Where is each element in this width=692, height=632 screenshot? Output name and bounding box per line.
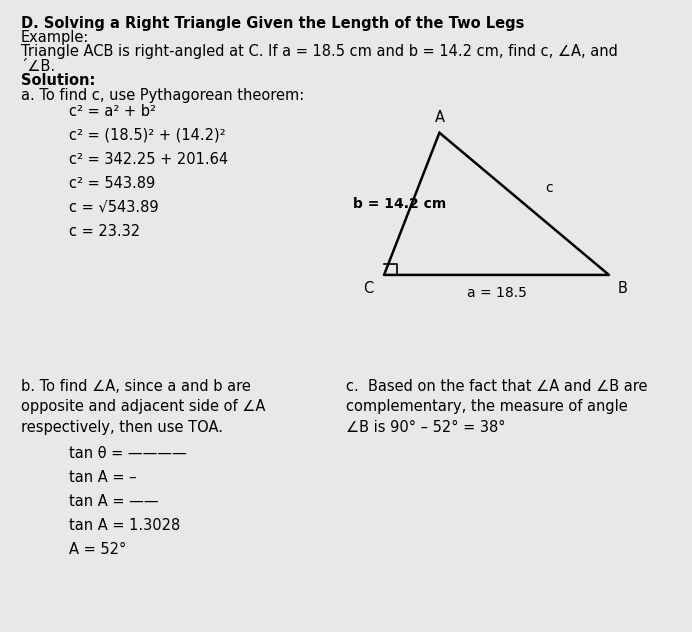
Text: B: B — [617, 281, 627, 296]
Text: a = 18.5: a = 18.5 — [466, 286, 527, 300]
Text: respectively, then use TOA.: respectively, then use TOA. — [21, 420, 223, 435]
Text: c: c — [545, 181, 553, 195]
Text: c.  Based on the fact that ∠A and ∠B are: c. Based on the fact that ∠A and ∠B are — [346, 379, 648, 394]
Text: tan A = 1.3028: tan A = 1.3028 — [69, 518, 181, 533]
Text: A: A — [435, 110, 444, 125]
Text: Example:: Example: — [21, 30, 89, 46]
Text: c = 23.32: c = 23.32 — [69, 224, 140, 239]
Text: b = 14.2 cm: b = 14.2 cm — [353, 197, 446, 211]
Text: complementary, the measure of angle: complementary, the measure of angle — [346, 399, 628, 415]
Text: tan A = –: tan A = – — [69, 470, 137, 485]
Text: c² = (18.5)² + (14.2)²: c² = (18.5)² + (14.2)² — [69, 128, 226, 143]
Text: A = 52°: A = 52° — [69, 542, 127, 557]
Text: c² = a² + b²: c² = a² + b² — [69, 104, 156, 119]
Text: b. To find ∠A, since a and b are: b. To find ∠A, since a and b are — [21, 379, 251, 394]
Text: a. To find c, use Pythagorean theorem:: a. To find c, use Pythagorean theorem: — [21, 88, 304, 103]
Text: c² = 342.25 + 201.64: c² = 342.25 + 201.64 — [69, 152, 228, 167]
Text: Triangle ACB is right-angled at C. If a = 18.5 cm and b = 14.2 cm, find c, ∠A, a: Triangle ACB is right-angled at C. If a … — [21, 44, 618, 59]
Text: Solution:: Solution: — [21, 73, 95, 88]
Text: opposite and adjacent side of ∠A: opposite and adjacent side of ∠A — [21, 399, 265, 415]
Text: c² = 543.89: c² = 543.89 — [69, 176, 156, 191]
Text: ∠B is 90° – 52° = 38°: ∠B is 90° – 52° = 38° — [346, 420, 505, 435]
Text: C: C — [363, 281, 374, 296]
Text: tan θ = ————: tan θ = ———— — [69, 446, 187, 461]
Text: D. Solving a Right Triangle Given the Length of the Two Legs: D. Solving a Right Triangle Given the Le… — [21, 16, 524, 31]
Text: tan A = ——: tan A = —— — [69, 494, 159, 509]
Text: ´∠B.: ´∠B. — [21, 59, 56, 74]
Text: c = √543.89: c = √543.89 — [69, 200, 159, 215]
